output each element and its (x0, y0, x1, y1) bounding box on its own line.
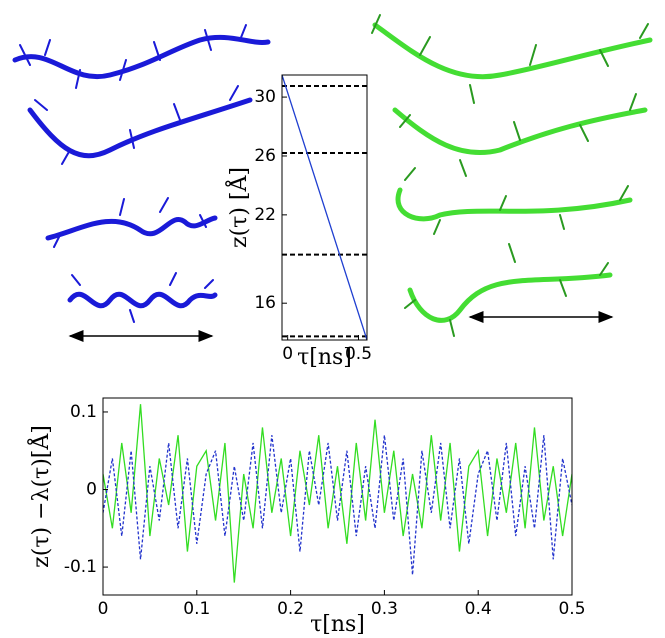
y-tick-label: 26 (254, 146, 276, 166)
y-axis-label: z(τ) [Å] (224, 167, 252, 248)
plot-area (282, 75, 367, 340)
axes-frame (102, 397, 573, 596)
y-tick-label: 0 (86, 480, 97, 500)
y-tick-label: 16 (254, 293, 276, 313)
series-line (103, 435, 572, 575)
axes-frame (281, 74, 368, 341)
x-tick-label: 0.4 (465, 599, 492, 619)
x-tick-label: 0.5 (345, 344, 372, 364)
y-tick-label: -0.1 (64, 557, 97, 577)
y-tick-label: 30 (254, 87, 276, 107)
plot-area (103, 404, 572, 583)
y-tick-label: 0.1 (70, 402, 97, 422)
x-tick-label: 0.3 (371, 599, 398, 619)
x-axis-label: τ[ns] (297, 345, 352, 370)
blue-molecules (12, 24, 271, 323)
series-line (103, 404, 572, 583)
x-tick-label: 0 (282, 344, 293, 364)
x-tick-label: 0 (98, 599, 109, 619)
green-molecules (371, 14, 653, 337)
x-tick-label: 0.2 (277, 599, 304, 619)
x-tick-label: 0.5 (558, 599, 585, 619)
x-axis-label: τ[ns] (310, 612, 365, 637)
y-tick-label: 22 (254, 205, 276, 225)
y-axis-label: z(τ) −λ(τ)[Å] (26, 425, 54, 568)
series-line (282, 75, 367, 340)
x-tick-label: 0.1 (183, 599, 210, 619)
